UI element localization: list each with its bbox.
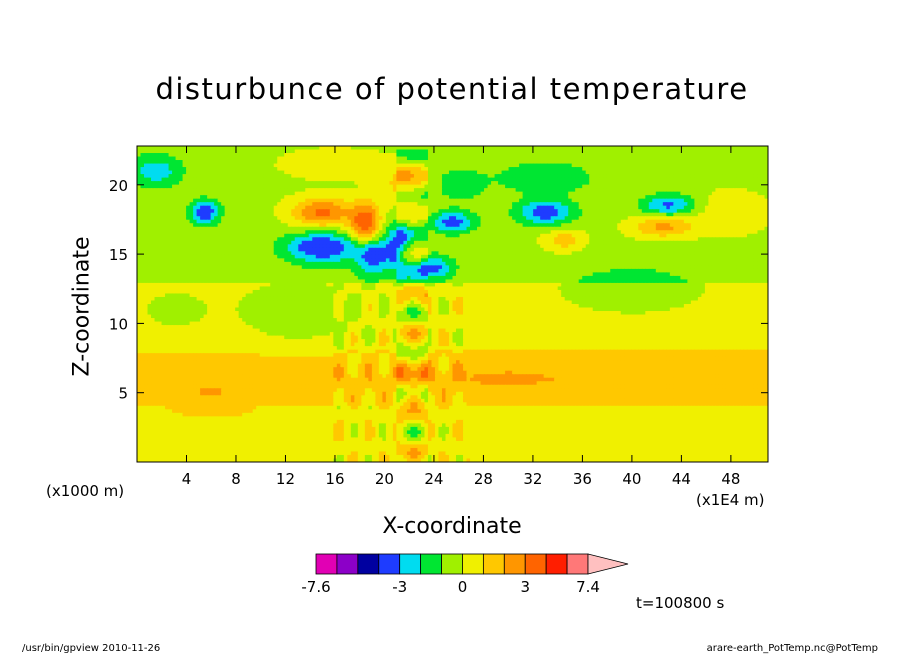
colorbar-swatch: [357, 553, 380, 575]
heatmap-field: [137, 146, 768, 462]
x-units-left: (x1000 m): [46, 482, 125, 500]
colorbar-extension: [587, 553, 629, 575]
x-tick-label: 20: [375, 470, 394, 488]
colorbar-swatch: [336, 553, 359, 575]
colorbar-swatch: [524, 553, 547, 575]
colorbar-swatch: [378, 553, 401, 575]
x-tick-label: 12: [276, 470, 295, 488]
x-tick-label: 4: [182, 470, 192, 488]
y-tick-label: 20: [109, 177, 128, 195]
footer-right: arare-earth_PotTemp.nc@PotTemp: [706, 643, 878, 654]
y-tick-label: 10: [109, 315, 128, 333]
footer-left: /usr/bin/gpview 2010-11-26: [22, 643, 161, 654]
x-axis-label: X-coordinate: [382, 514, 522, 539]
y-tick-label: 5: [118, 385, 128, 403]
x-tick-label: 48: [721, 470, 740, 488]
plot-frame: [136, 145, 769, 463]
x-tick-label: 16: [325, 470, 344, 488]
colorbar-swatch: [462, 553, 484, 575]
x-tick-label: 36: [573, 470, 592, 488]
x-axis-ticks: 4 8 12 16 20 24 28 32 36 40 44 48: [182, 146, 740, 488]
x-units-right: (x1E4 m): [696, 491, 765, 509]
colorbar-tick-label: -7.6: [301, 578, 330, 596]
colorbar-swatch: [420, 553, 442, 575]
y-axis-label: Z-coordinate: [69, 236, 95, 377]
colorbar-swatch: [503, 553, 526, 575]
x-tick-label: 32: [523, 470, 542, 488]
x-tick-label: 8: [231, 470, 241, 488]
chart-title: disturbunce of potential temperature: [155, 72, 749, 106]
x-tick-label: 40: [622, 470, 641, 488]
colorbar: -7.6 -3 0 3 7.4: [301, 553, 629, 596]
colorbar-swatch: [566, 553, 589, 575]
colorbar-tick-label: 7.4: [576, 578, 600, 596]
y-tick-label: 15: [109, 246, 128, 264]
colorbar-tick-label: 3: [520, 578, 530, 596]
colorbar-swatch: [399, 553, 422, 575]
y-axis-ticks: 5 10 15 20: [109, 177, 768, 403]
colorbar-swatch: [482, 553, 505, 575]
colorbar-swatch: [441, 553, 463, 575]
x-tick-label: 44: [672, 470, 691, 488]
x-tick-label: 24: [424, 470, 443, 488]
colorbar-tick-label: -3: [392, 578, 407, 596]
colorbar-swatch: [315, 553, 338, 575]
x-tick-label: 28: [474, 470, 493, 488]
colorbar-tick-label: 0: [458, 578, 468, 596]
colorbar-swatch: [545, 553, 568, 575]
time-label: t=100800 s: [636, 594, 725, 612]
